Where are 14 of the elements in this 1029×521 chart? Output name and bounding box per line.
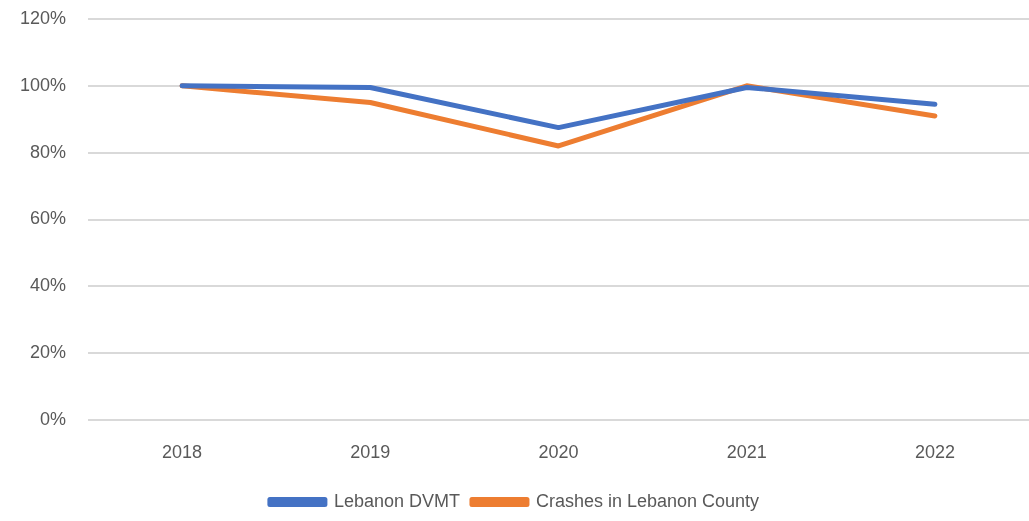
y-tick-label: 20% (29, 342, 66, 363)
x-tick-label: 2020 (538, 441, 579, 462)
y-tick-label: 100% (19, 74, 66, 95)
y-tick-label: 120% (19, 7, 66, 28)
x-tick-label: 2022 (914, 441, 955, 462)
x-tick-label: 2018 (162, 441, 203, 462)
legend-label: Crashes in Lebanon County (535, 490, 760, 511)
y-tick-label: 40% (29, 275, 66, 296)
y-tick-label: 60% (29, 208, 66, 229)
x-tick-label: 2019 (350, 441, 391, 462)
x-tick-label: 2021 (726, 441, 767, 462)
legend-label: Lebanon DVMT (333, 490, 460, 511)
y-tick-label: 0% (39, 408, 66, 429)
y-tick-label: 80% (29, 141, 66, 162)
